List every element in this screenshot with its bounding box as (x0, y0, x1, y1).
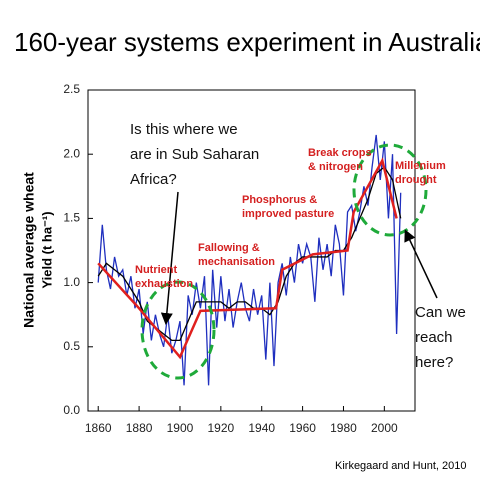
y-tick-label: 2.5 (63, 82, 80, 96)
series-line (97, 157, 398, 360)
annotation: Is this where we (130, 121, 238, 138)
annotation: Phosphorus & (242, 194, 317, 206)
annotation: Nutrient (135, 264, 178, 276)
x-tick-label: 1940 (248, 421, 275, 435)
annotation: here? (415, 354, 453, 371)
chart-title: 160-year systems experiment in Australia (14, 27, 480, 57)
annotation: improved pasture (242, 208, 334, 220)
annotation: & nitrogen (308, 161, 363, 173)
x-tick-label: 1880 (126, 421, 153, 435)
x-tick-label: 1860 (85, 421, 112, 435)
annotation: exhaustion (135, 278, 193, 290)
y-tick-label: 2.0 (63, 146, 80, 160)
annotation: Can we (415, 304, 466, 321)
y-tick-label: 0.5 (63, 339, 80, 353)
annotation: drought (395, 174, 437, 186)
x-tick-label: 1980 (330, 421, 357, 435)
x-tick-label: 1960 (289, 421, 316, 435)
y-axis-label: Yield (t ha⁻¹) (39, 211, 54, 288)
y-tick-label: 1.5 (63, 211, 80, 225)
arrow (160, 191, 179, 325)
annotation: Africa? (130, 171, 177, 188)
annotation: Break crops (308, 147, 372, 159)
annotation: mechanisation (198, 256, 275, 268)
x-tick-label: 2000 (371, 421, 398, 435)
y-axis-label: National average wheat (21, 172, 37, 328)
highlight-circle (140, 280, 216, 380)
annotation: reach (415, 329, 453, 346)
annotation: Millenium (395, 160, 446, 172)
series-line (97, 134, 402, 386)
highlight-circle (352, 143, 428, 237)
annotation: Fallowing & (198, 242, 260, 254)
arrow (404, 229, 438, 299)
y-tick-label: 1.0 (63, 275, 80, 289)
y-tick-label: 0.0 (63, 403, 80, 417)
annotation: are in Sub Saharan (130, 146, 259, 163)
x-tick-label: 1920 (207, 421, 234, 435)
source: Kirkegaard and Hunt, 2010 (335, 460, 466, 472)
x-tick-label: 1900 (167, 421, 194, 435)
